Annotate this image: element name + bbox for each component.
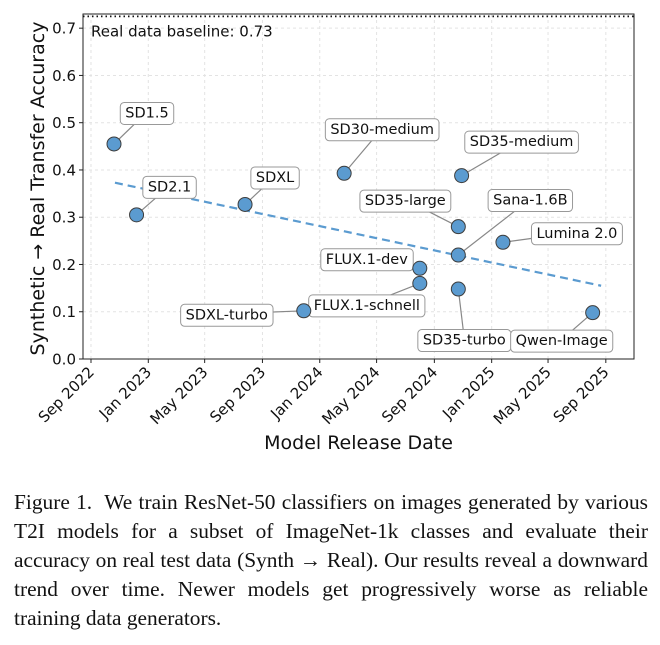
figure-caption: Figure 1. We train ResNet-50 classifiers…: [14, 488, 648, 633]
point-annotation: SD2.1: [136, 175, 197, 216]
point-label-box: [487, 189, 574, 213]
data-point: [412, 260, 428, 276]
point-annotation: FLUX.1-schnell: [308, 282, 426, 318]
data-point: [237, 196, 253, 212]
point-label-box: [320, 248, 414, 272]
point-label: SD1.5: [125, 105, 168, 121]
point-label-box: [464, 130, 579, 154]
point-label-box: [250, 166, 300, 190]
baseline-label: Real data baseline: 0.73: [91, 22, 273, 40]
data-point: [495, 234, 511, 250]
data-point: [296, 303, 312, 319]
point-annotation: Qwen-Image: [510, 312, 614, 353]
x-tick-label: Sep 2023: [206, 363, 269, 426]
data-point: [450, 281, 466, 297]
x-tick-label: Sep 2024: [378, 363, 441, 426]
point-label-box: [180, 303, 274, 327]
point-label: SD35-large: [365, 193, 446, 209]
point-label-box: [119, 101, 175, 125]
point-annotation: SD30-medium: [324, 118, 440, 174]
point-label: SD30-medium: [330, 122, 434, 138]
point-annotation: Sana-1.6B: [457, 189, 574, 256]
point-label: Lumina 2.0: [536, 226, 617, 242]
data-point: [585, 305, 601, 321]
point-annotation: Lumina 2.0: [502, 222, 623, 246]
caption-lead: Figure 1.: [14, 490, 93, 514]
x-tick-label: Jan 2025: [438, 363, 498, 423]
data-point: [106, 136, 122, 152]
point-annotation: SD1.5: [113, 101, 175, 145]
point-label: SD35-turbo: [423, 333, 506, 349]
y-tick-label: 0.5: [52, 114, 76, 132]
point-label: SDXL: [256, 170, 294, 186]
y-tick-label: 0.3: [52, 209, 76, 227]
point-annotation: SD35-large: [359, 189, 459, 228]
point-label: SDXL-turbo: [186, 307, 268, 323]
x-axis-label: Model Release Date: [264, 432, 453, 454]
point-label: FLUX.1-dev: [326, 252, 408, 268]
x-tick-label: May 2024: [318, 363, 383, 428]
x-tick-label: Sep 2025: [550, 363, 613, 426]
point-label-box: [510, 329, 614, 353]
data-point: [412, 275, 428, 291]
point-label: SD35-medium: [470, 134, 574, 150]
point-annotation: SD35-medium: [461, 130, 579, 177]
y-tick-label: 0.6: [52, 67, 76, 85]
point-annotation: FLUX.1-dev: [320, 248, 420, 272]
y-tick-label: 0.7: [52, 20, 76, 38]
point-label: Qwen-Image: [516, 333, 608, 349]
point-label: SD2.1: [148, 179, 191, 195]
y-tick-label: 0.0: [52, 351, 76, 369]
x-tick-label: Jan 2023: [95, 363, 155, 423]
y-tick-label: 0.4: [52, 161, 76, 179]
data-point: [336, 165, 352, 181]
x-tick-label: Jan 2024: [266, 363, 326, 423]
data-point: [454, 168, 470, 184]
data-point: [450, 247, 466, 263]
point-label-box: [324, 118, 440, 142]
point-label-box: [359, 189, 452, 213]
y-axis-label: Synthetic → Real Transfer Accuracy: [27, 22, 49, 356]
point-annotation: SD35-turbo: [417, 288, 512, 353]
x-tick-label: May 2023: [146, 363, 211, 428]
point-annotation: SDXL: [244, 166, 300, 205]
data-point: [129, 207, 145, 223]
plot-frame: [82, 13, 635, 360]
x-tick-label: Sep 2022: [35, 363, 98, 426]
point-label: FLUX.1-schnell: [314, 298, 420, 314]
trend-line: [114, 181, 602, 287]
x-tick-label: May 2025: [490, 363, 555, 428]
point-label-box: [142, 175, 197, 199]
y-tick-label: 0.1: [52, 303, 76, 321]
point-annotation: SDXL-turbo: [180, 303, 304, 327]
caption-text: We train ResNet-50 classifiers on images…: [14, 490, 649, 630]
point-label: Sana-1.6B: [493, 193, 567, 209]
point-label-box: [530, 222, 623, 246]
data-point: [450, 219, 466, 235]
y-tick-label: 0.2: [52, 256, 76, 274]
